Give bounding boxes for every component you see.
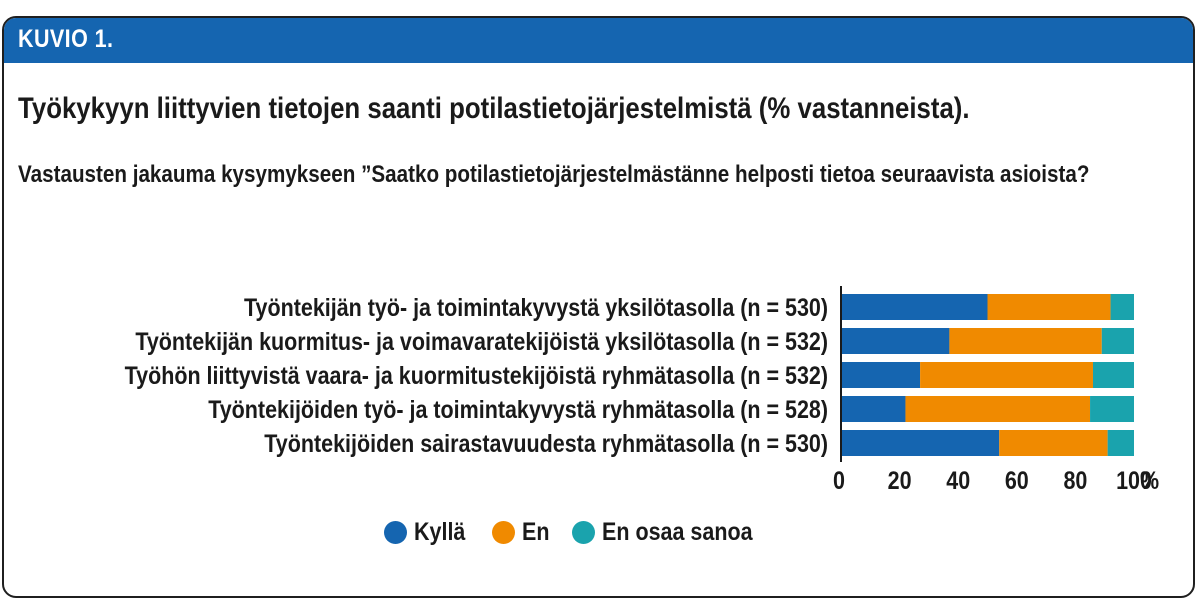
category-label: Työntekijöiden sairastavuudesta ryhmätas… <box>264 429 828 457</box>
x-tick-label: 100 <box>1116 466 1152 494</box>
bar-segment-en-osaa-sanoa <box>1101 328 1134 354</box>
legend-swatch-kylla <box>384 520 407 544</box>
bar-segment-kyllä <box>841 362 921 388</box>
legend-swatch-en-osaa-sanoa <box>571 520 595 544</box>
legend-swatch-en <box>491 520 515 544</box>
chart-subtitle: Vastausten jakauma kysymykseen ”Saatko p… <box>18 161 1090 188</box>
x-tick-label: 20 <box>888 466 912 494</box>
legend-label-en-osaa-sanoa: En osaa sanoa <box>601 517 753 546</box>
x-tick-label: 40 <box>946 466 970 494</box>
chart-legend: Kyllä En En osaa sanoa <box>384 516 795 548</box>
bar-segment-en <box>999 430 1108 456</box>
bar-segment-kyllä <box>841 328 950 354</box>
category-label: Työntekijän kuormitus- ja voimavaratekij… <box>135 327 828 355</box>
bar-segment-en <box>905 396 1091 422</box>
bar-segment-en-osaa-sanoa <box>1110 294 1134 320</box>
legend-item-kylla: Kyllä <box>384 518 474 547</box>
bar-segment-kyllä <box>841 294 988 320</box>
legend-label-en: En <box>521 517 550 546</box>
legend-item-en: En <box>491 517 554 547</box>
legend-item-en-osaa-sanoa: En osaa sanoa <box>571 517 777 547</box>
legend-label-kylla: Kyllä <box>414 517 466 546</box>
chart-title: Työkykyyn liittyvien tietojen saanti pot… <box>18 92 970 125</box>
x-tick-label: 0 <box>833 466 845 494</box>
figure-header-bar: KUVIO 1. <box>4 18 1193 63</box>
bar-segment-kyllä <box>841 396 906 422</box>
bar-segment-en-osaa-sanoa <box>1092 362 1134 388</box>
bar-segment-en <box>920 362 1093 388</box>
category-label: Työntekijöiden työ- ja toimintakyvystä r… <box>208 395 828 423</box>
category-label: Työhön liittyvistä vaara- ja kuormituste… <box>125 361 828 389</box>
bar-segment-en <box>949 328 1102 354</box>
bar-segment-en <box>987 294 1111 320</box>
x-tick-label: 60 <box>1005 466 1029 494</box>
x-tick-label: 80 <box>1063 466 1087 494</box>
bar-segment-en-osaa-sanoa <box>1090 396 1134 422</box>
bar-segment-en-osaa-sanoa <box>1107 430 1134 456</box>
figure-number: KUVIO 1. <box>18 25 114 53</box>
bar-segment-kyllä <box>841 430 1000 456</box>
category-label: Työntekijän työ- ja toimintakyvystä yksi… <box>244 293 828 321</box>
x-unit-label: % <box>1140 466 1159 494</box>
